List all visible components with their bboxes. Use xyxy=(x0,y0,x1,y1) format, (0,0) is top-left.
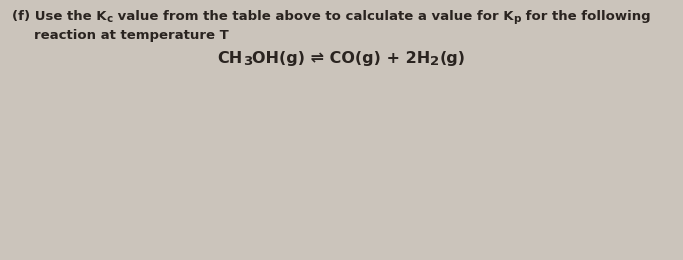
Text: reaction at temperature T: reaction at temperature T xyxy=(34,29,229,42)
Text: OH(g) ⇌ CO(g) + 2H: OH(g) ⇌ CO(g) + 2H xyxy=(252,51,430,66)
Text: p: p xyxy=(513,14,520,24)
Text: c: c xyxy=(107,14,113,24)
Text: for the following: for the following xyxy=(520,10,650,23)
Text: 2: 2 xyxy=(430,55,439,68)
Text: 3: 3 xyxy=(243,55,252,68)
Text: (f) Use the K: (f) Use the K xyxy=(12,10,107,23)
Text: CH: CH xyxy=(218,51,243,66)
Text: (g): (g) xyxy=(439,51,465,66)
Text: value from the table above to calculate a value for K: value from the table above to calculate … xyxy=(113,10,513,23)
